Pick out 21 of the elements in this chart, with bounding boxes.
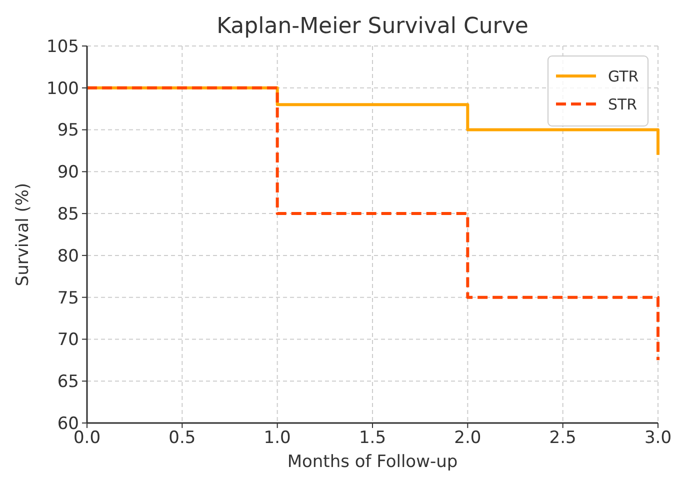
- x-axis-title: Months of Follow-up: [287, 452, 458, 472]
- x-tick-label: 0.5: [168, 428, 196, 448]
- y-tick-label: 70: [57, 330, 79, 350]
- y-tick-label: 100: [46, 78, 79, 99]
- y-tick-label: 85: [57, 204, 79, 225]
- y-tick-label: 90: [57, 162, 79, 183]
- x-tick-label: 2.0: [454, 428, 482, 448]
- chart-title: Kaplan-Meier Survival Curve: [216, 14, 528, 39]
- y-tick-label: 75: [57, 288, 79, 308]
- y-tick-label: 95: [57, 120, 79, 141]
- y-tick-label: 65: [57, 372, 79, 392]
- y-tick-label: 80: [57, 246, 79, 266]
- x-tick-label: 1.0: [264, 428, 291, 448]
- x-tick-label: 2.5: [549, 428, 576, 448]
- y-tick-label: 105: [46, 36, 79, 57]
- x-tick-label: 0.0: [73, 428, 101, 448]
- y-axis-title: Survival (%): [13, 182, 33, 286]
- x-tick-label: 3.0: [644, 428, 672, 448]
- legend-label: STR: [608, 95, 638, 114]
- x-tick-label: 1.5: [358, 428, 386, 448]
- legend-label: GTR: [608, 67, 639, 86]
